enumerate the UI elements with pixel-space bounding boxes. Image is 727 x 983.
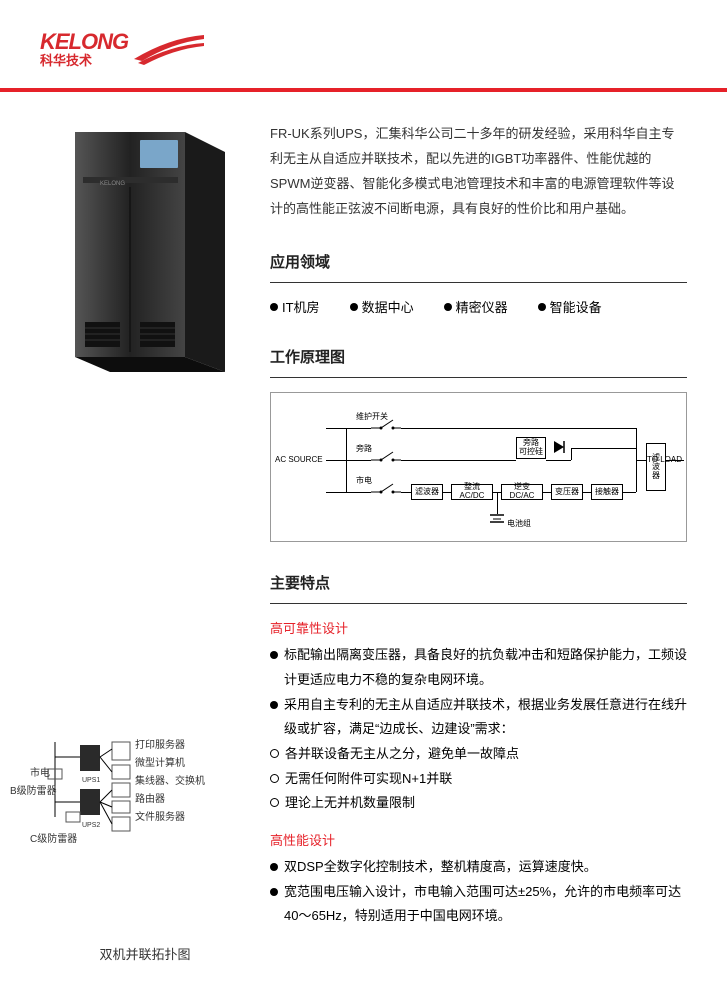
- bullet-icon: [538, 303, 546, 311]
- svg-text:KELONG: KELONG: [100, 181, 125, 187]
- feature-subtitle: 高性能设计: [270, 830, 687, 849]
- switch-icon: [371, 418, 401, 432]
- right-column: FR-UK系列UPS，汇集科华公司二十多年的研发经验，采用科华自主专利无主从自适…: [270, 122, 687, 963]
- content: KELONG: [0, 92, 727, 983]
- switch-icon: [371, 482, 401, 496]
- bullet-icon: [350, 303, 358, 311]
- swoosh-icon: [134, 33, 204, 65]
- bullet-icon: [270, 888, 278, 896]
- principle-diagram: AC SOURCE TO LOAD 维护开关 旁路 市电 旁路 可控硅: [270, 392, 687, 542]
- feature-subtitle: 高可靠性设计: [270, 618, 687, 637]
- topo-label: 微型计算机: [135, 755, 345, 773]
- brand-name: KELONG: [40, 30, 128, 54]
- topo-label: 打印服务器: [135, 737, 345, 755]
- bullet-icon: [444, 303, 452, 311]
- bullet-icon: [270, 651, 278, 659]
- feature-line: 标配输出隔离变压器，具备良好的抗负载冲击和短路保护能力，工频设计更适应电力不稳的…: [270, 643, 687, 692]
- app-item: 智能设备: [538, 297, 602, 316]
- dg-box: 滤波器: [411, 484, 443, 500]
- app-label: IT机房: [282, 297, 320, 316]
- section-divider: [270, 282, 687, 283]
- dg-label: AC SOURCE: [275, 455, 323, 464]
- page: KELONG 科华技术: [0, 0, 727, 983]
- dg-label: 旁路: [356, 443, 372, 454]
- feature-line: 双DSP全数字化控制技术，整机精度高，运算速度快。: [270, 855, 687, 880]
- feature-text: 标配输出隔离变压器，具备良好的抗负载冲击和短路保护能力，工频设计更适应电力不稳的…: [284, 643, 687, 692]
- bullet-icon: [270, 303, 278, 311]
- dg-box: 变压器: [551, 484, 583, 500]
- intro-text: FR-UK系列UPS，汇集科华公司二十多年的研发经验，采用科华自主专利无主从自适…: [270, 122, 687, 221]
- feature-text: 采用自主专利的无主从自适应并联技术，根据业务发展任意进行在线升级或扩容，满足“边…: [284, 693, 687, 742]
- topo-left-label: C级防雷器: [30, 830, 77, 845]
- feature-text: 宽范围电压输入设计，市电输入范围可达±25%，允许的市电频率可达40～65Hz，…: [284, 880, 687, 929]
- feature-text: 双DSP全数字化控制技术，整机精度高，运算速度快。: [284, 855, 597, 880]
- app-label: 数据中心: [362, 297, 414, 316]
- feature-line: 宽范围电压输入设计，市电输入范围可达±25%，允许的市电频率可达40～65Hz，…: [270, 880, 687, 929]
- product-image: KELONG: [55, 122, 235, 387]
- scr-icon: [551, 439, 569, 457]
- app-label: 智能设备: [550, 297, 602, 316]
- section-divider: [270, 377, 687, 378]
- bullet-icon: [270, 701, 278, 709]
- dg-box: 接触器: [591, 484, 623, 500]
- section-divider: [270, 603, 687, 604]
- topo-label: 路由器: [135, 791, 345, 809]
- topology-diagram: 打印服务器 微型计算机 集线器、交换机 路由器 文件服务器 市电 B级防雷器 C…: [40, 727, 250, 932]
- bullet-icon: [270, 863, 278, 871]
- logo: KELONG 科华技术: [40, 30, 687, 68]
- ups-label: UPS1: [82, 777, 100, 784]
- topology-caption: 双机并联拓扑图: [40, 944, 250, 963]
- dg-label: 市电: [356, 475, 372, 486]
- switch-icon: [371, 450, 401, 464]
- dg-box: 旁路 可控硅: [516, 437, 546, 459]
- battery-icon: [490, 511, 504, 525]
- app-item: 数据中心: [350, 297, 414, 316]
- dg-box: 滤 波 器: [646, 443, 666, 491]
- feature-line: 采用自主专利的无主从自适应并联技术，根据业务发展任意进行在线升级或扩容，满足“边…: [270, 693, 687, 742]
- brand-sub: 科华技术: [40, 54, 128, 68]
- topo-label: 文件服务器: [135, 809, 345, 827]
- section-title-app: 应用领域: [270, 251, 687, 272]
- dg-label: 电池组: [507, 518, 531, 529]
- dg-box: 整流AC/DC: [451, 484, 493, 500]
- section-title-features: 主要特点: [270, 572, 687, 593]
- topo-left-label: 市电: [30, 764, 50, 779]
- dg-box: 逆变DC/AC: [501, 484, 543, 500]
- topo-label: 集线器、交换机: [135, 773, 345, 791]
- ups-label: UPS2: [82, 822, 100, 829]
- app-list: IT机房 数据中心 精密仪器 智能设备: [270, 297, 687, 316]
- section-title-diagram: 工作原理图: [270, 346, 687, 367]
- topo-left-label: B级防雷器: [10, 782, 70, 797]
- app-item: IT机房: [270, 297, 320, 316]
- app-item: 精密仪器: [444, 297, 508, 316]
- left-column: KELONG: [40, 122, 250, 963]
- header: KELONG 科华技术: [0, 0, 727, 80]
- logo-text-stack: KELONG 科华技术: [40, 30, 128, 68]
- app-label: 精密仪器: [456, 297, 508, 316]
